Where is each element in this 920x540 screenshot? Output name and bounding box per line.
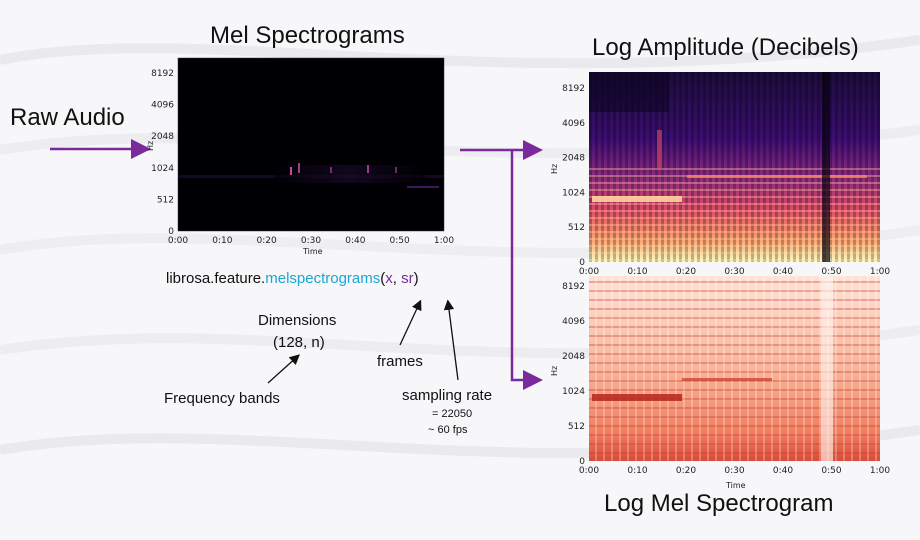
logmel-xlabel: Time <box>725 481 746 490</box>
logamp-y-tick: 0 <box>579 258 585 268</box>
logmel-x-tick: 0:50 <box>821 466 841 476</box>
raw-audio-label: Raw Audio <box>10 104 125 131</box>
logmel-x-tick: 0:30 <box>724 466 744 476</box>
mel-x-tick: 0:40 <box>345 236 365 246</box>
frequency-bands-label: Frequency bands <box>164 390 280 407</box>
logmel-x-tick: 1:00 <box>870 466 890 476</box>
mel-spectrograms-title: Mel Spectrograms <box>210 22 405 49</box>
code-prefix: librosa.feature. <box>166 270 266 287</box>
logamp-x-tick: 0:40 <box>773 267 793 275</box>
logamp-x-tick: 0:50 <box>821 267 841 275</box>
logmel-y-tick: 0 <box>579 457 585 467</box>
logmel-x-tick: 0:40 <box>773 466 793 476</box>
mel-x-ticks: 0:00 0:10 0:20 0:30 0:40 0:50 1:00 <box>168 236 454 246</box>
logmel-ylabel: Hz <box>550 366 559 376</box>
logamp-y-tick: 512 <box>568 223 585 233</box>
librosa-code: librosa.feature.melspectrograms(x, sr) <box>166 270 419 287</box>
mel-x-tick: 0:10 <box>212 236 232 246</box>
logamp-ylabel: Hz <box>550 164 559 174</box>
mel-y-tick: 2048 <box>151 132 174 142</box>
mel-y-tick: 8192 <box>151 69 174 79</box>
log-amplitude-plot: 8192 4096 2048 1024 512 0 0:00 0:10 0:20 0:30 0:4… <box>550 72 890 275</box>
logamp-x-tick: 0:20 <box>676 267 696 275</box>
logamp-y-tick: 1024 <box>562 188 585 198</box>
logamp-x-tick: 0:10 <box>627 267 647 275</box>
code-close-paren: ) <box>413 270 419 287</box>
mel-x-tick: 0:30 <box>301 236 321 246</box>
logmel-x-tick: 0:10 <box>627 466 647 476</box>
logamp-x-tick: 0:30 <box>724 267 744 275</box>
mel-y-tick: 1024 <box>151 164 174 174</box>
logamp-y-tick: 8192 <box>562 84 585 94</box>
sampling-rate-arrow <box>443 299 459 381</box>
mel-plot-area <box>177 57 445 232</box>
sampling-rate-value: = 22050 <box>432 408 473 420</box>
log-mel-spectrogram-title: Log Mel Spectrogram <box>604 490 834 517</box>
mel-x-tick: 0:00 <box>168 236 188 246</box>
sampling-rate-label: sampling rate <box>402 387 493 404</box>
code-arg-sr: sr <box>401 270 414 287</box>
to-log-mel-arrow <box>510 150 543 390</box>
mel-ylabel: Hz <box>146 141 155 151</box>
logmel-y-ticks: 8192 4096 2048 1024 512 0 <box>562 282 585 467</box>
logmel-x-tick: 0:00 <box>579 466 599 476</box>
logmel-y-tick: 512 <box>568 422 585 432</box>
logamp-y-ticks: 8192 4096 2048 1024 512 0 <box>562 84 585 268</box>
log-mel-plot: 8192 4096 2048 1024 512 0 0:00 0:10 0:20 0:30 0:4… <box>550 276 890 490</box>
mel-spectrogram-plot: 8192 4096 2048 1024 512 0 0:00 0:10 0:20 0:30 0:4… <box>146 57 454 256</box>
dimensions-label: Dimensions <box>258 312 337 329</box>
logmel-x-ticks: 0:00 0:10 0:20 0:30 0:40 0:50 1:00 <box>579 466 890 476</box>
mel-y-tick: 512 <box>157 195 174 205</box>
logamp-x-tick: 1:00 <box>870 267 890 275</box>
code-separator: , <box>392 270 402 287</box>
logmel-y-tick: 8192 <box>562 282 585 292</box>
frames-label: frames <box>377 353 423 370</box>
frequency-bands-arrow <box>267 354 300 384</box>
mel-x-tick: 1:00 <box>434 236 454 246</box>
mel-x-tick: 0:20 <box>257 236 277 246</box>
logmel-x-tick: 0:20 <box>676 466 696 476</box>
mel-y-tick: 4096 <box>151 101 174 111</box>
logmel-y-tick: 4096 <box>562 317 585 327</box>
log-amplitude-title: Log Amplitude (Decibels) <box>592 34 859 61</box>
logmel-y-tick: 2048 <box>562 352 585 362</box>
code-function: melspectrograms <box>265 270 381 287</box>
code-arg-x: x <box>385 270 393 287</box>
logamp-y-tick: 2048 <box>562 154 585 164</box>
mel-y-tick: 0 <box>168 227 174 237</box>
logamp-x-ticks: 0:00 0:10 0:20 0:30 0:40 0:50 1:00 <box>579 267 890 275</box>
logmel-y-tick: 1024 <box>562 387 585 397</box>
logamp-x-tick: 0:00 <box>579 267 599 275</box>
code-open-paren: ( <box>380 270 386 287</box>
mel-xlabel: Time <box>302 247 323 256</box>
mel-x-tick: 0:50 <box>390 236 410 246</box>
mel-y-ticks: 8192 4096 2048 1024 512 0 <box>151 69 174 237</box>
fps-label: ~ 60 fps <box>428 424 468 436</box>
frames-arrow <box>399 299 422 346</box>
logamp-y-tick: 4096 <box>562 119 585 129</box>
dimensions-value: (128, n) <box>273 334 325 351</box>
